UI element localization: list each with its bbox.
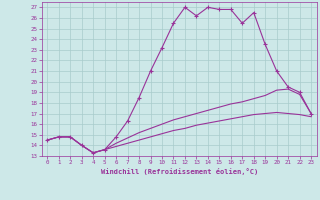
X-axis label: Windchill (Refroidissement éolien,°C): Windchill (Refroidissement éolien,°C)	[100, 168, 258, 175]
